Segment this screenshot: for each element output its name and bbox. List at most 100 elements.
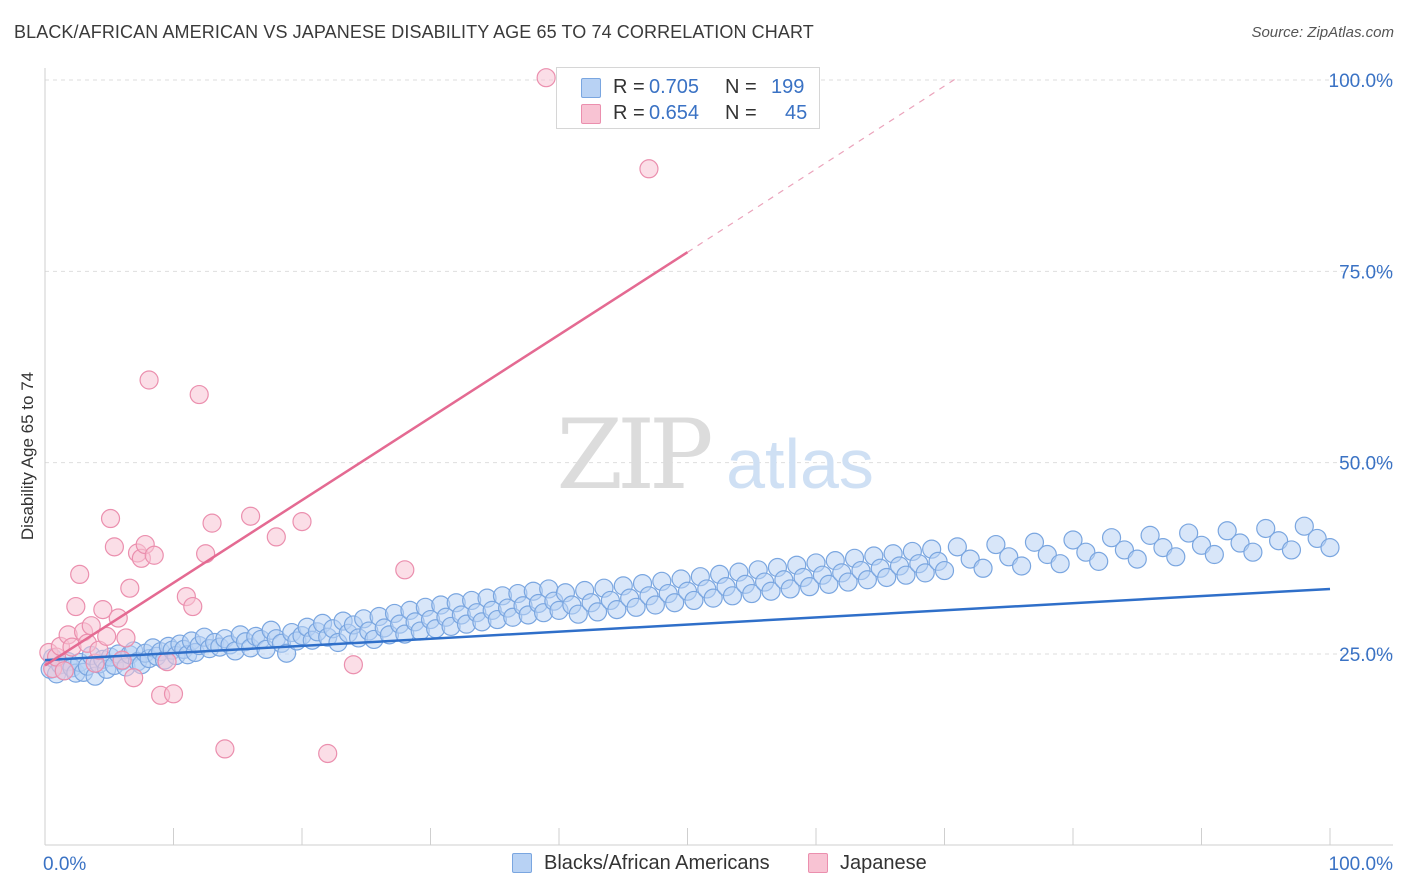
legend-n-label: N = [725, 102, 757, 124]
legend-n-label: N = [725, 76, 757, 98]
y-tick-label: 75.0% [1339, 262, 1393, 283]
trendline-japanese [44, 251, 689, 667]
data-point-blacks [915, 563, 935, 583]
data-point-blacks [838, 572, 858, 592]
data-point-japanese [196, 544, 216, 564]
data-point-blacks [947, 537, 967, 557]
data-point-blacks [1011, 556, 1032, 576]
data-point-japanese [70, 564, 90, 585]
data-point-blacks [877, 567, 897, 588]
data-point-japanese [163, 684, 184, 704]
data-point-japanese [97, 626, 117, 646]
legend-n-value: 199 [771, 76, 805, 98]
data-point-blacks [742, 583, 762, 604]
data-point-japanese [202, 513, 222, 533]
data-point-blacks [1140, 525, 1160, 545]
watermark: ZIP atlas [556, 399, 874, 511]
watermark-atlas: atlas [726, 425, 874, 503]
legend-r-label: R = [613, 76, 645, 98]
series-japanese-points [39, 68, 659, 764]
data-point-japanese [120, 578, 140, 598]
data-point-blacks [587, 602, 608, 622]
data-point-japanese [639, 159, 659, 179]
watermark-zip: ZIP [556, 399, 711, 511]
legend-swatch-pink [581, 104, 601, 124]
data-point-blacks [1127, 549, 1147, 569]
data-point-blacks [1294, 516, 1314, 536]
axes-layer [44, 68, 1393, 846]
x-tick-label: 100.0% [1329, 854, 1394, 875]
data-point-japanese [536, 68, 556, 88]
data-point-blacks [722, 586, 743, 606]
data-point-blacks [1217, 521, 1237, 541]
data-point-blacks [819, 574, 839, 594]
data-point-japanese [183, 596, 203, 617]
legend-r-label: R = [613, 102, 645, 124]
data-point-japanese [266, 527, 286, 547]
data-point-blacks [1281, 540, 1302, 560]
data-point-blacks [973, 558, 993, 578]
legend-r-value: 0.705 [649, 76, 700, 98]
legend-swatch-pink [808, 853, 828, 873]
trendline-japanese-extension [687, 77, 958, 253]
data-point-japanese [318, 743, 338, 764]
data-point-japanese [93, 600, 113, 620]
trend-layer [44, 77, 1331, 667]
data-point-blacks [1024, 532, 1045, 552]
y-tick-label: 100.0% [1329, 71, 1394, 92]
y-tick-label: 25.0% [1339, 645, 1393, 666]
data-point-blacks [276, 643, 297, 663]
data-point-blacks [1063, 530, 1083, 550]
data-point-japanese [100, 508, 121, 529]
legend-r-value: 0.654 [649, 102, 700, 124]
trendline-blacks [44, 587, 1331, 662]
data-point-blacks [703, 588, 723, 608]
data-point-japanese [292, 511, 312, 532]
data-point-japanese [112, 650, 132, 670]
chart-title: BLACK/AFRICAN AMERICAN VS JAPANESE DISAB… [14, 22, 814, 42]
x-tick-label: 0.0% [43, 854, 86, 875]
data-point-blacks [1179, 523, 1199, 543]
data-point-blacks [799, 577, 820, 597]
data-point-blacks [684, 590, 704, 611]
tick-label-layer: 25.0% 50.0% 75.0% 100.0% 0.0% 100.0% [43, 71, 1393, 875]
data-point-japanese [343, 655, 363, 675]
data-point-blacks [1089, 551, 1109, 571]
data-point-blacks [761, 581, 781, 601]
series-blacks-points [40, 516, 1340, 686]
data-point-japanese [66, 596, 86, 617]
data-point-japanese [215, 739, 235, 759]
data-point-blacks [934, 560, 955, 581]
data-point-japanese [157, 652, 177, 672]
legend-label-japanese: Japanese [840, 852, 927, 874]
data-point-blacks [645, 595, 665, 615]
data-point-blacks [857, 570, 878, 590]
data-point-blacks [607, 600, 627, 620]
data-point-japanese [116, 628, 136, 648]
legend-label-blacks: Blacks/African Americans [544, 852, 770, 874]
y-tick-label: 50.0% [1339, 454, 1393, 475]
data-point-blacks [1204, 544, 1224, 565]
data-point-blacks [568, 604, 588, 624]
data-point-blacks [1101, 528, 1122, 548]
data-point-blacks [1320, 538, 1340, 558]
data-point-japanese [241, 506, 261, 526]
legend-swatch-blue [512, 853, 532, 873]
data-point-japanese [104, 537, 124, 557]
data-point-blacks [1050, 554, 1070, 574]
data-point-japanese [144, 545, 164, 565]
data-point-japanese [139, 370, 159, 390]
data-point-blacks [896, 565, 916, 585]
data-point-blacks [1166, 547, 1186, 567]
legend-swatch-blue [581, 78, 601, 98]
legend-n-value: 45 [785, 102, 808, 124]
data-point-japanese [124, 668, 144, 688]
data-point-blacks [626, 597, 646, 617]
correlation-legend: R = 0.705 N = 199 R = 0.654 N = 45 [556, 67, 820, 129]
data-point-blacks [986, 534, 1006, 555]
data-point-japanese [395, 560, 415, 580]
data-point-blacks [780, 579, 800, 599]
source-label: Source: ZipAtlas.com [1251, 24, 1394, 41]
data-point-blacks [665, 593, 685, 613]
